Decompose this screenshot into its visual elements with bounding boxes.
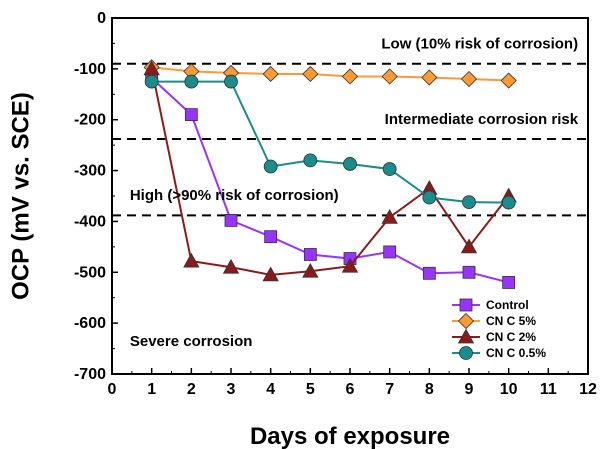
legend-label: CN C 5%: [486, 314, 536, 328]
x-tick-label: 6: [346, 381, 355, 398]
data-point: [302, 262, 319, 278]
series-3: [143, 60, 517, 282]
legend-item: CN C 5%: [452, 312, 536, 330]
zone-label: High (>90% risk of corrosion): [130, 187, 339, 204]
series-1: [145, 71, 516, 289]
y-tick-label: -600: [74, 315, 106, 332]
data-point: [183, 252, 200, 268]
data-point: [421, 69, 438, 86]
data-point: [500, 72, 517, 89]
data-point: [422, 190, 437, 205]
data-point: [462, 265, 476, 279]
tick-labels: 0 1 2 3 4 5 6 7 8 9 10 11 120-100-200-300-400-500-60…: [74, 10, 597, 398]
x-tick-label: 8: [425, 381, 434, 398]
x-tick-label: 3: [227, 381, 236, 398]
x-tick-label: 9: [465, 381, 474, 398]
legend-marker: [459, 346, 473, 360]
legend-marker: [457, 312, 475, 330]
data-point: [224, 74, 238, 89]
data-point: [303, 153, 318, 168]
legend-marker: [459, 298, 473, 312]
data-point: [422, 266, 436, 280]
series-4: [144, 74, 516, 210]
data-point: [144, 74, 159, 89]
data-point: [341, 68, 359, 85]
data-point: [462, 195, 476, 210]
x-tick-label: 0: [108, 381, 117, 398]
y-tick-label: -200: [74, 112, 106, 129]
data-point: [382, 162, 397, 176]
x-axis-title: Days of exposure: [250, 423, 450, 449]
data-point: [184, 108, 198, 122]
series-line: [150, 77, 509, 284]
zone-label: Low (10% risk of corrosion): [381, 36, 578, 53]
series-layer: [143, 59, 517, 289]
x-tick-label: 2: [187, 381, 196, 398]
zone-label: Severe corrosion: [130, 333, 253, 350]
legend-item: CN C 0.5%: [452, 346, 546, 360]
data-point: [262, 266, 279, 282]
data-point: [343, 157, 357, 171]
y-axis-title: OCP (mV vs. SCE): [7, 92, 34, 300]
data-point: [263, 159, 278, 174]
data-point: [460, 70, 478, 88]
data-point: [222, 258, 240, 274]
series-line: [151, 66, 509, 82]
x-tick-label: 5: [306, 381, 315, 398]
axis-ticks: [111, 17, 589, 375]
data-point: [264, 230, 278, 244]
data-point: [302, 65, 319, 83]
x-tick-label: 11: [540, 381, 557, 398]
data-point: [381, 209, 398, 224]
data-point: [501, 195, 516, 210]
y-tick-label: -500: [74, 264, 106, 281]
x-tick-label: 12: [579, 381, 597, 398]
data-point: [381, 68, 398, 85]
data-point: [383, 245, 397, 259]
series-line: [150, 68, 510, 276]
data-point: [341, 257, 359, 273]
data-point: [224, 214, 238, 227]
y-tick-label: 0: [97, 10, 106, 27]
data-point: [303, 248, 317, 261]
legend-label: CN C 2%: [486, 330, 536, 344]
data-point: [460, 238, 478, 254]
y-tick-label: -100: [74, 61, 106, 78]
series-line: [151, 80, 509, 204]
zone-annotations: Low (10% risk of corrosion) Intermediate …: [130, 36, 579, 351]
data-point: [502, 276, 516, 289]
data-point: [262, 65, 279, 83]
legend-label: CN C 0.5%: [486, 346, 546, 360]
x-tick-label: 1: [147, 381, 156, 398]
legend-marker: [457, 328, 475, 344]
legend: Control CN C 5% CN C 2% CN C 0.5%: [452, 298, 546, 360]
data-point: [184, 74, 199, 89]
zone-label: Intermediate corrosion risk: [385, 111, 579, 128]
x-tick-label: 7: [385, 381, 394, 398]
y-tick-label: -400: [74, 213, 106, 230]
x-tick-label: 10: [500, 381, 518, 398]
y-tick-label: -300: [74, 163, 106, 180]
legend-item: CN C 2%: [452, 328, 536, 344]
x-tick-label: 4: [266, 381, 275, 398]
legend-item: Control: [452, 298, 529, 312]
legend-label: Control: [486, 298, 529, 312]
y-tick-label: -700: [74, 366, 106, 383]
